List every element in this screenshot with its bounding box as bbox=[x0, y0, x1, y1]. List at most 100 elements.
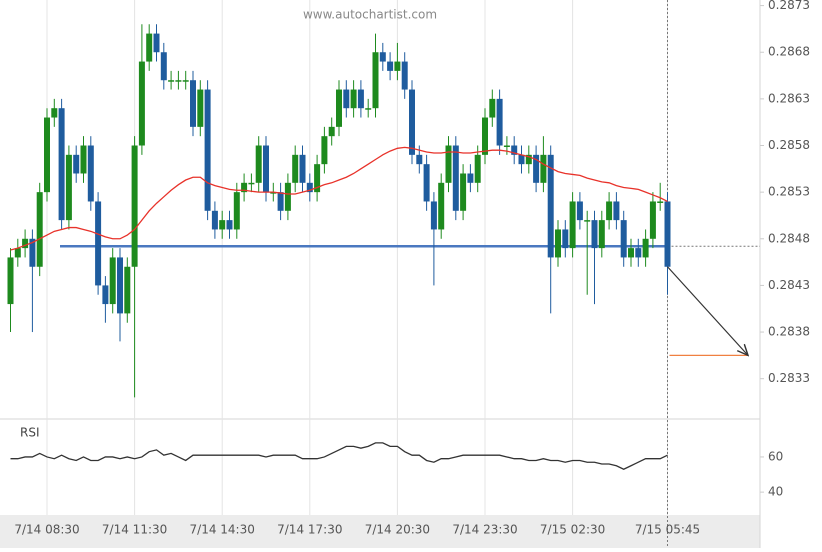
candle-body bbox=[168, 80, 175, 82]
candle-body bbox=[226, 220, 233, 230]
candle-body bbox=[146, 33, 153, 62]
x-tick-label: 7/15 02:30 bbox=[540, 523, 605, 537]
candle-body bbox=[394, 61, 401, 71]
x-tick-label: 7/15 05:45 bbox=[635, 523, 700, 537]
y-tick-label: 0.2833 bbox=[768, 371, 810, 385]
candle-body bbox=[29, 238, 36, 267]
y-tick-label: 0.2858 bbox=[768, 138, 810, 152]
candle-body bbox=[44, 117, 50, 193]
candle-body bbox=[372, 52, 379, 109]
candle-body bbox=[474, 154, 481, 183]
candle-body bbox=[343, 89, 350, 109]
candle-body bbox=[555, 229, 561, 258]
candle-body bbox=[255, 145, 262, 183]
x-tick-label: 7/14 23:30 bbox=[452, 523, 517, 537]
rsi-line bbox=[10, 442, 668, 470]
rsi-label: RSI bbox=[20, 426, 40, 440]
candle-body bbox=[58, 108, 65, 221]
candle-body bbox=[160, 52, 167, 81]
candle-body bbox=[190, 80, 196, 127]
candle-body bbox=[306, 182, 313, 193]
y-tick-label: 0.2848 bbox=[768, 231, 810, 245]
candle-body bbox=[182, 80, 189, 82]
candle-body bbox=[321, 136, 328, 165]
candle-body bbox=[503, 145, 510, 148]
candle-body bbox=[248, 182, 255, 185]
candle-body bbox=[540, 154, 547, 183]
candle-body bbox=[336, 89, 342, 127]
candle-body bbox=[657, 201, 664, 203]
x-tick-label: 7/14 14:30 bbox=[190, 523, 255, 537]
candle-body bbox=[292, 154, 299, 183]
candle-body bbox=[197, 89, 204, 127]
candle-body bbox=[642, 238, 649, 258]
candle-body bbox=[401, 61, 408, 90]
candle-body bbox=[14, 248, 21, 258]
x-tick-label: 7/14 08:30 bbox=[14, 523, 79, 537]
y-tick-label: 0.2863 bbox=[768, 91, 810, 105]
candle-body bbox=[423, 164, 430, 202]
candle-body bbox=[460, 173, 467, 211]
candle-body bbox=[379, 52, 386, 62]
candle-body bbox=[576, 201, 583, 221]
x-tick-label: 7/14 17:30 bbox=[277, 523, 342, 537]
candle-body bbox=[219, 220, 226, 230]
candle-body bbox=[452, 145, 459, 211]
y-tick-label: 0.2843 bbox=[768, 278, 810, 292]
candle-body bbox=[153, 33, 160, 53]
candle-body bbox=[233, 192, 240, 230]
y-tick-label: 0.2873 bbox=[768, 0, 810, 12]
candle-body bbox=[438, 182, 445, 230]
candle-body bbox=[467, 173, 474, 183]
candle-body bbox=[365, 108, 372, 110]
candle-body bbox=[416, 154, 423, 165]
candle-body bbox=[598, 220, 605, 249]
candle-body bbox=[80, 145, 87, 174]
watermark: www.autochartist.com bbox=[303, 8, 437, 22]
x-tick-label: 7/14 20:30 bbox=[365, 523, 430, 537]
candle-body bbox=[117, 257, 123, 314]
candle-body bbox=[51, 108, 58, 118]
candle-body bbox=[620, 220, 627, 258]
candle-body bbox=[175, 80, 182, 82]
y-tick-label: 0.2868 bbox=[768, 45, 810, 59]
candle-body bbox=[109, 257, 116, 305]
candle-body bbox=[87, 145, 94, 202]
candle-body bbox=[489, 98, 496, 118]
candle-body bbox=[409, 89, 415, 155]
candle-body bbox=[445, 145, 452, 183]
candle-body bbox=[263, 145, 269, 193]
candle-body bbox=[314, 164, 321, 193]
time-axis-band bbox=[0, 515, 760, 548]
candle-body bbox=[95, 201, 102, 286]
candle-body bbox=[270, 192, 277, 194]
candle-body bbox=[299, 154, 306, 183]
moving-average-line bbox=[10, 146, 668, 251]
candle-body bbox=[36, 192, 43, 267]
candle-body bbox=[65, 154, 72, 221]
candle-body bbox=[511, 145, 518, 155]
candle-body bbox=[533, 154, 540, 183]
candle-body bbox=[547, 154, 554, 258]
candle-body bbox=[649, 201, 656, 239]
candle-body bbox=[635, 248, 642, 258]
candle-body bbox=[569, 201, 576, 249]
candle-body bbox=[482, 117, 488, 155]
candle-body bbox=[277, 192, 284, 211]
candle-body bbox=[102, 285, 109, 305]
candle-body bbox=[328, 126, 335, 137]
candle-body bbox=[284, 182, 291, 211]
candle-body bbox=[525, 154, 532, 165]
candle-body bbox=[73, 154, 80, 174]
candle-body bbox=[241, 182, 248, 193]
candle-body bbox=[131, 145, 138, 267]
candle-body bbox=[591, 220, 598, 249]
candle-body bbox=[430, 201, 437, 230]
candle-body bbox=[357, 89, 364, 109]
y-tick-label: 0.2853 bbox=[768, 185, 810, 199]
candle-body bbox=[584, 220, 591, 222]
candle-body bbox=[124, 266, 131, 314]
candle-body bbox=[496, 98, 503, 146]
x-tick-label: 7/14 11:30 bbox=[102, 523, 167, 537]
